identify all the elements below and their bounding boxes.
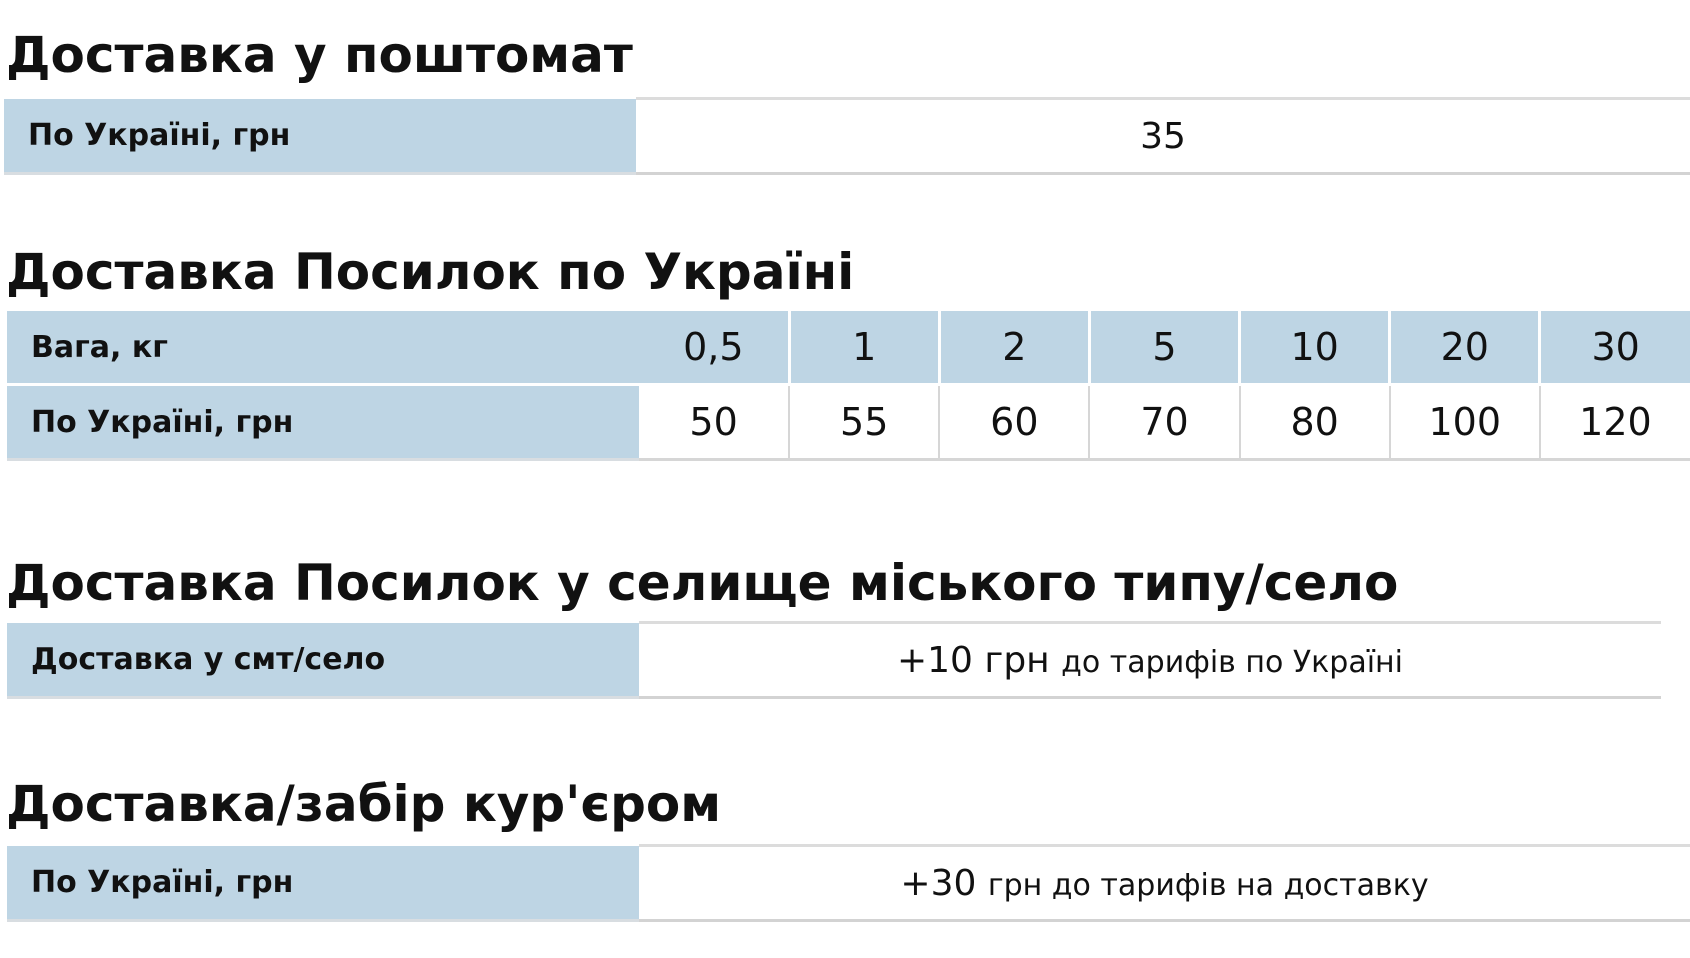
table-row: По Україні, грн 35 <box>4 97 1690 175</box>
courier-table: По Україні, грн +30 грн до тарифів на до… <box>7 844 1690 922</box>
row-label: Доставка у смт/село <box>7 622 639 699</box>
surcharge-value: +30 грн до тарифів на доставку <box>639 844 1690 922</box>
surcharge-value: +10 грн до тарифів по Україні <box>639 621 1661 699</box>
price-cell: 55 <box>789 384 941 461</box>
weight-cell: 20 <box>1389 311 1542 386</box>
section-title-village: Доставка Посилок у селище міського типу/… <box>6 554 1399 612</box>
table-row: По Україні, грн +30 грн до тарифів на до… <box>7 844 1690 922</box>
price-value: 35 <box>636 97 1690 175</box>
village-table: Доставка у смт/село +10 грн до тарифів п… <box>7 621 1661 699</box>
section-title-courier: Доставка/забір кур'єром <box>6 775 722 833</box>
weight-cell: 5 <box>1089 311 1242 386</box>
price-cell: 60 <box>939 384 1091 461</box>
price-label: По Україні, грн <box>7 384 639 461</box>
table-row-prices: По Україні, грн 50 55 60 70 80 100 120 <box>7 384 1690 461</box>
weight-cell: 2 <box>939 311 1091 386</box>
price-cell: 50 <box>639 384 791 461</box>
section-title-parcel-locker: Доставка у поштомат <box>6 26 633 84</box>
parcels-ukraine-table: Вага, кг 0,5 1 2 5 10 20 30 По Україні, … <box>7 311 1690 461</box>
table-row: Доставка у смт/село +10 грн до тарифів п… <box>7 621 1661 699</box>
price-cell: 100 <box>1389 384 1541 461</box>
parcel-locker-table: По Україні, грн 35 <box>4 97 1690 175</box>
weight-cell: 10 <box>1239 311 1392 386</box>
price-cell: 70 <box>1089 384 1241 461</box>
row-label: По Україні, грн <box>7 845 639 922</box>
section-title-parcels-ukraine: Доставка Посилок по Україні <box>6 243 855 301</box>
weight-cell: 30 <box>1539 311 1690 386</box>
weight-cell: 0,5 <box>639 311 791 386</box>
surcharge-note: до тарифів по Україні <box>1061 644 1404 680</box>
price-cell: 80 <box>1239 384 1391 461</box>
weight-cell: 1 <box>789 311 941 386</box>
surcharge-note: грн до тарифів на доставку <box>987 867 1429 903</box>
surcharge-amount: +10 грн <box>896 639 1050 681</box>
surcharge-amount: +30 <box>900 862 977 904</box>
row-label: По Україні, грн <box>4 98 636 175</box>
weight-label: Вага, кг <box>7 311 639 386</box>
table-row-weights: Вага, кг 0,5 1 2 5 10 20 30 <box>7 311 1690 386</box>
price-cell: 120 <box>1539 384 1690 461</box>
